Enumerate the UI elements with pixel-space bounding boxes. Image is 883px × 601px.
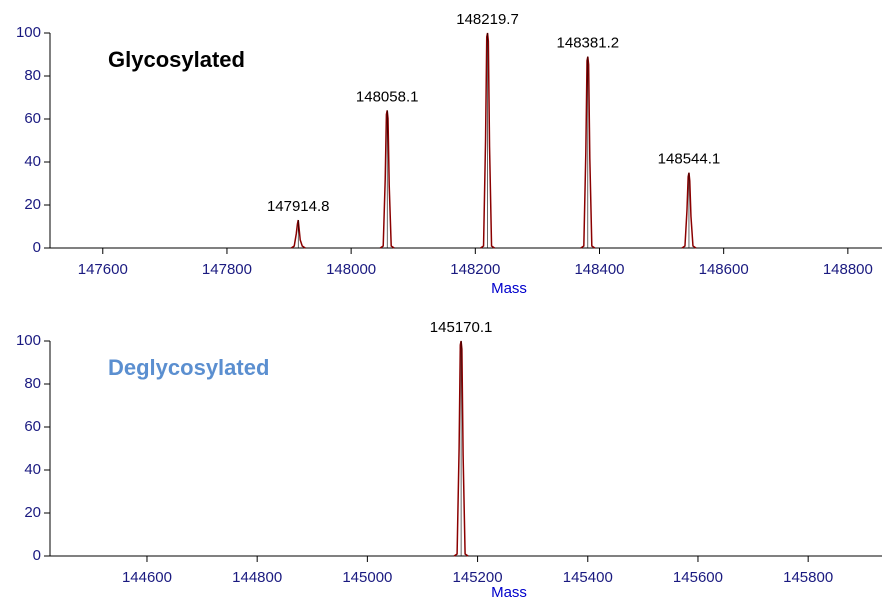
y-tick-label: 40 <box>24 153 41 170</box>
x-tick-label: 148400 <box>574 261 624 278</box>
x-tick-label: 145000 <box>342 569 392 586</box>
x-tick-label: 144600 <box>122 569 172 586</box>
peak-label: 145170.1 <box>430 319 493 336</box>
x-tick-label: 148200 <box>450 261 500 278</box>
x-axis-label: Mass <box>491 280 527 297</box>
y-tick-label: 100 <box>16 24 41 41</box>
peak-label: 147914.8 <box>267 198 330 215</box>
y-tick-label: 0 <box>33 239 41 256</box>
y-tick-label: 80 <box>24 375 41 392</box>
peak-label: 148219.7 <box>456 11 519 28</box>
y-tick-label: 20 <box>24 196 41 213</box>
x-tick-label: 147800 <box>202 261 252 278</box>
y-tick-label: 60 <box>24 110 41 127</box>
y-tick-label: 100 <box>16 332 41 349</box>
y-tick-label: 60 <box>24 418 41 435</box>
y-tick-label: 40 <box>24 461 41 478</box>
x-tick-label: 147600 <box>78 261 128 278</box>
x-tick-label: 148800 <box>823 261 873 278</box>
peak-label: 148381.2 <box>557 35 620 52</box>
x-tick-label: 145200 <box>453 569 503 586</box>
x-tick-label: 144800 <box>232 569 282 586</box>
peak-label: 148544.1 <box>658 151 721 168</box>
y-tick-label: 80 <box>24 67 41 84</box>
annotation: Glycosylated <box>108 47 245 72</box>
x-tick-label: 148000 <box>326 261 376 278</box>
x-axis-label: Mass <box>491 584 527 601</box>
annotation: Deglycosylated <box>108 355 269 380</box>
peak-label: 148058.1 <box>356 88 419 105</box>
x-tick-label: 148600 <box>699 261 749 278</box>
x-tick-label: 145400 <box>563 569 613 586</box>
x-tick-label: 145600 <box>673 569 723 586</box>
y-tick-label: 0 <box>33 547 41 564</box>
y-tick-label: 20 <box>24 504 41 521</box>
x-tick-label: 145800 <box>783 569 833 586</box>
